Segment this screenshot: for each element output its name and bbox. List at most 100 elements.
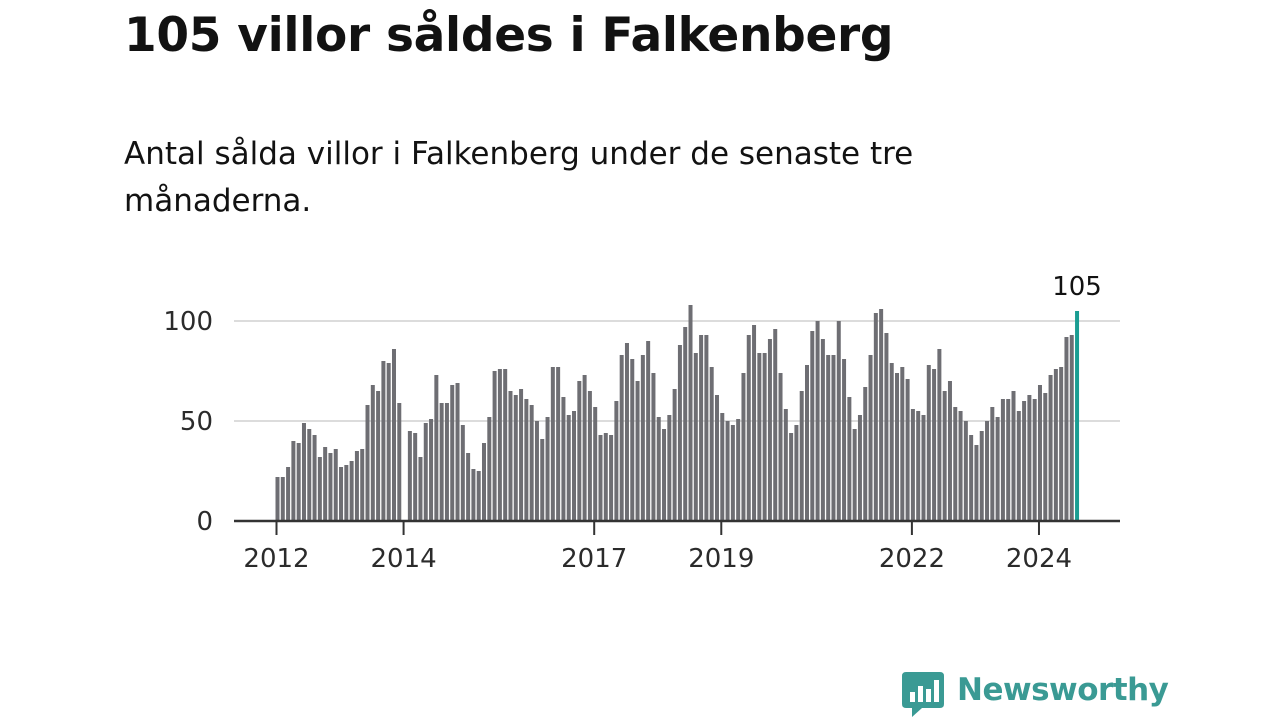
- bar: [873, 313, 878, 521]
- bar: [609, 435, 614, 521]
- bar-latest: [1075, 311, 1080, 521]
- bar: [794, 425, 799, 521]
- bar: [413, 433, 418, 521]
- bar: [349, 461, 354, 521]
- x-tick-label: 2014: [370, 544, 436, 574]
- bar: [534, 421, 539, 521]
- bar: [921, 415, 926, 521]
- bar: [471, 469, 476, 521]
- bar: [773, 329, 778, 521]
- bar: [370, 385, 375, 521]
- bar: [397, 403, 402, 521]
- bar: [677, 345, 682, 521]
- bar: [312, 435, 317, 521]
- x-tick-label: 2019: [688, 544, 754, 574]
- bar: [339, 467, 344, 521]
- bar: [789, 433, 794, 521]
- bar: [778, 373, 783, 521]
- bar: [1037, 385, 1042, 521]
- bar: [418, 457, 423, 521]
- bar: [640, 355, 645, 521]
- bar: [1016, 411, 1021, 521]
- bar: [455, 383, 460, 521]
- bar: [990, 407, 995, 521]
- bar: [1006, 399, 1011, 521]
- bar: [439, 403, 444, 521]
- y-tick-label: 50: [180, 407, 213, 437]
- x-tick-label: 2012: [243, 544, 309, 574]
- bar: [725, 421, 730, 521]
- bar: [799, 391, 804, 521]
- bar: [556, 367, 561, 521]
- bar: [852, 429, 857, 521]
- bar: [900, 367, 905, 521]
- chart-title: 105 villor såldes i Falkenberg: [124, 8, 894, 63]
- bar: [1064, 337, 1069, 521]
- bar: [323, 447, 328, 521]
- bar: [476, 471, 481, 521]
- bar: [910, 409, 915, 521]
- bar: [916, 411, 921, 521]
- bar: [736, 419, 741, 521]
- last-value-label: 105: [1052, 272, 1102, 302]
- bar: [699, 335, 704, 521]
- bar: [492, 371, 497, 521]
- bar: [746, 335, 751, 521]
- bar: [831, 355, 836, 521]
- bar: [572, 411, 577, 521]
- bar: [863, 387, 868, 521]
- bar: [550, 367, 555, 521]
- bar: [672, 389, 677, 521]
- bar: [1069, 335, 1074, 521]
- bars: [275, 305, 1080, 521]
- bar: [635, 381, 640, 521]
- bar: [444, 403, 449, 521]
- bar: [1011, 391, 1016, 521]
- bar: [1053, 369, 1058, 521]
- bar: [423, 423, 428, 521]
- bar: [651, 373, 656, 521]
- bar: [582, 375, 587, 521]
- bar: [953, 407, 958, 521]
- bar: [450, 385, 455, 521]
- bar: [354, 451, 359, 521]
- bar: [995, 417, 1000, 521]
- bar: [280, 477, 285, 521]
- bar: [947, 381, 952, 521]
- bar: [757, 353, 762, 521]
- bar: [360, 449, 365, 521]
- bar: [524, 399, 529, 521]
- bar: [328, 453, 333, 521]
- bar: [662, 429, 667, 521]
- bar: [714, 395, 719, 521]
- bar: [365, 405, 370, 521]
- bar: [386, 363, 391, 521]
- bar: [603, 433, 608, 521]
- bar: [826, 355, 831, 521]
- bar: [857, 415, 862, 521]
- bar: [905, 379, 910, 521]
- bar: [979, 431, 984, 521]
- bar: [503, 369, 508, 521]
- bar: [598, 435, 603, 521]
- bar: [741, 373, 746, 521]
- bar: [434, 375, 439, 521]
- bar: [932, 369, 937, 521]
- bar: [301, 423, 306, 521]
- bar: [540, 439, 545, 521]
- y-axis-ticks: 0 50 100: [163, 307, 213, 537]
- bar: [482, 443, 487, 521]
- x-tick-label: 2024: [1006, 544, 1072, 574]
- bar: [704, 335, 709, 521]
- bar: [344, 465, 349, 521]
- bar: [1000, 399, 1005, 521]
- bar: [497, 369, 502, 521]
- bar: [407, 431, 412, 521]
- bar: [709, 367, 714, 521]
- bar: [683, 327, 688, 521]
- bar: [1027, 395, 1032, 521]
- bar: [895, 373, 900, 521]
- bar: [460, 425, 465, 521]
- bar: [889, 363, 894, 521]
- bar: [307, 429, 312, 521]
